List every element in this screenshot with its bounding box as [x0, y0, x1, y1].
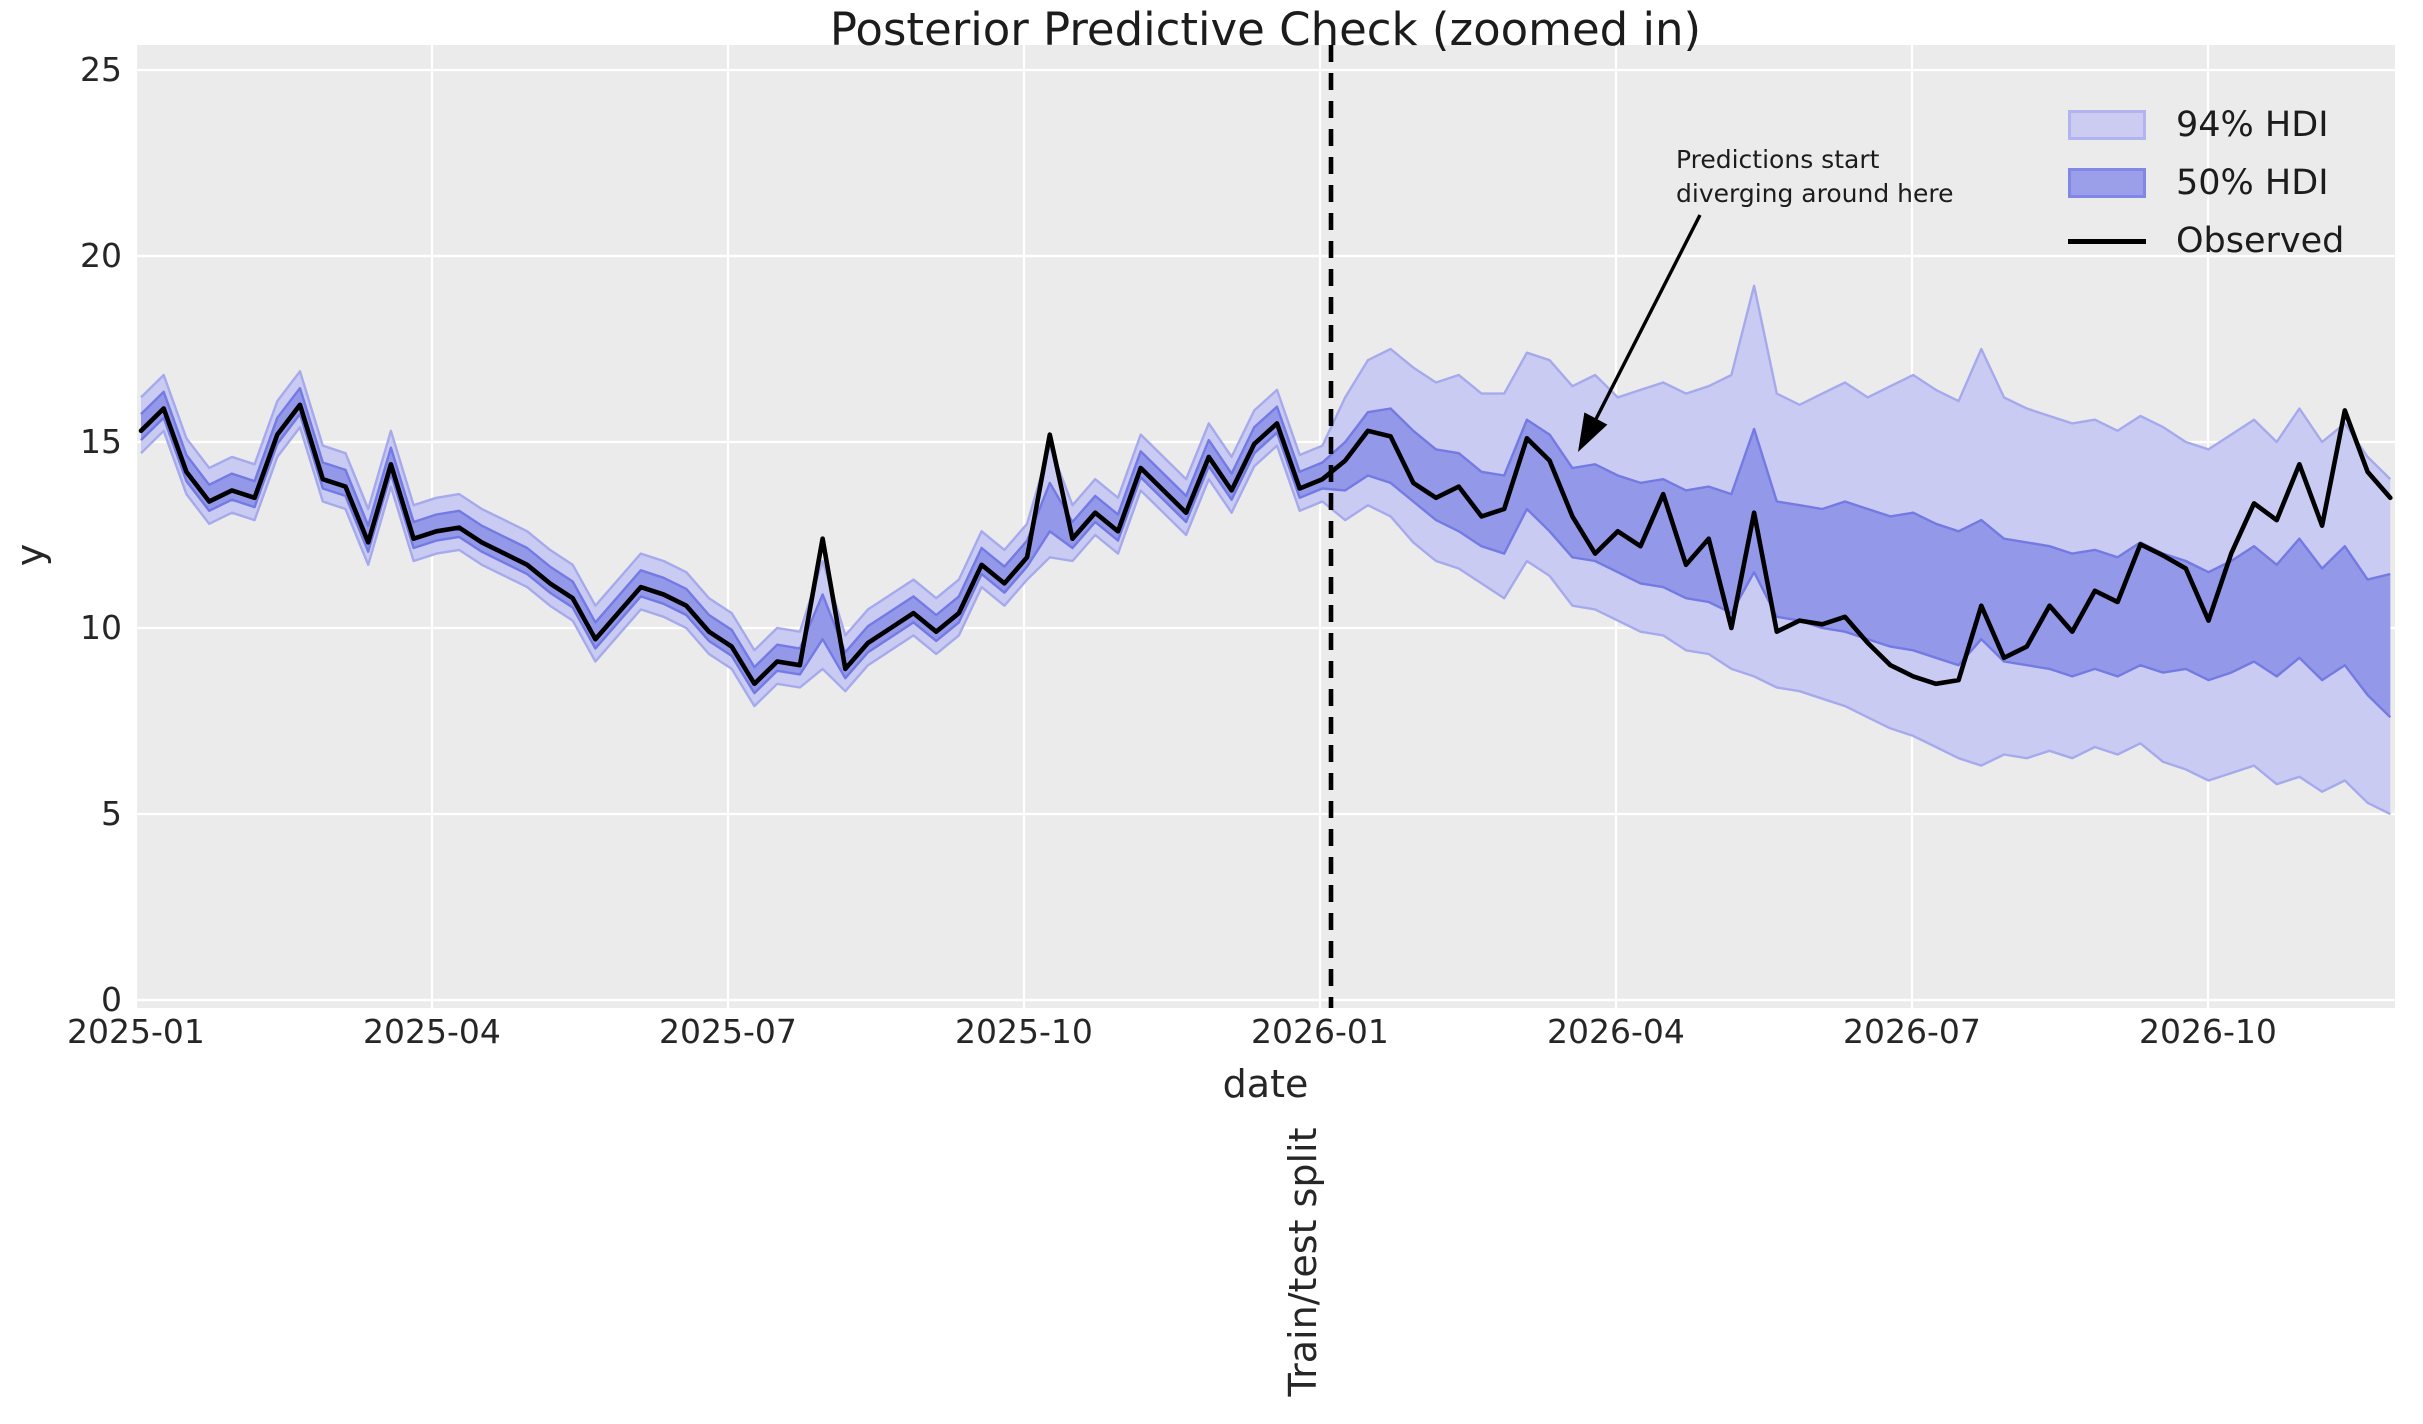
posterior-predictive-chart: Posterior Predictive Check (zoomed in) 0…	[8, 4, 2395, 1396]
plot-canvas	[134, 45, 2395, 1008]
